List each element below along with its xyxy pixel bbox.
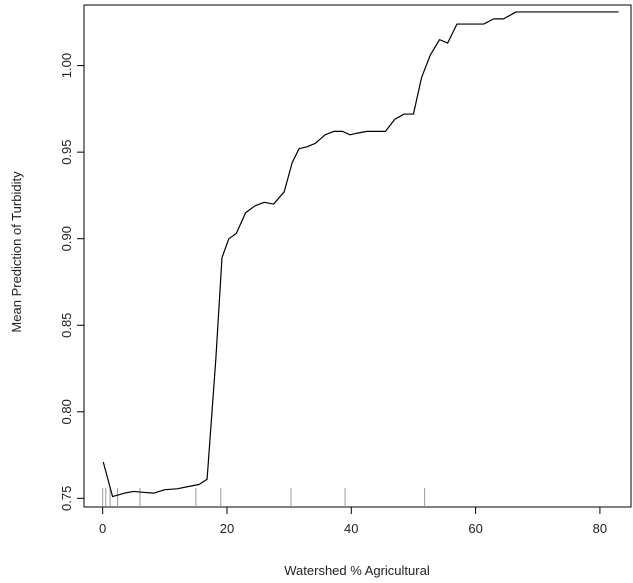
x-tick-label: 40	[344, 521, 358, 536]
y-tick-label: 0.85	[59, 313, 74, 338]
x-axis-title: Watershed % Agricultural	[284, 563, 430, 578]
plot-border	[83, 4, 632, 508]
plot-frame-layer	[83, 4, 632, 508]
x-tick-label: 20	[220, 521, 234, 536]
x-tick-label: 60	[468, 521, 482, 536]
y-tick-label: 0.75	[59, 486, 74, 511]
rug-marks	[102, 488, 426, 506]
y-tick-label: 0.80	[59, 399, 74, 424]
y-tick-label: 0.95	[59, 139, 74, 164]
y-axis-title: Mean Prediction of Turbidity	[9, 171, 24, 333]
y-axis: 0.75 0.80 0.85 0.90 0.95 1.00	[59, 53, 84, 511]
x-axis: 0 20 40 60 80	[99, 507, 607, 536]
x-tick-label: 80	[593, 521, 607, 536]
series-line	[102, 11, 619, 498]
y-tick-label: 1.00	[59, 53, 74, 78]
series-line-layer	[102, 11, 619, 498]
x-tick-label: 0	[99, 521, 106, 536]
y-tick-label: 0.90	[59, 226, 74, 251]
